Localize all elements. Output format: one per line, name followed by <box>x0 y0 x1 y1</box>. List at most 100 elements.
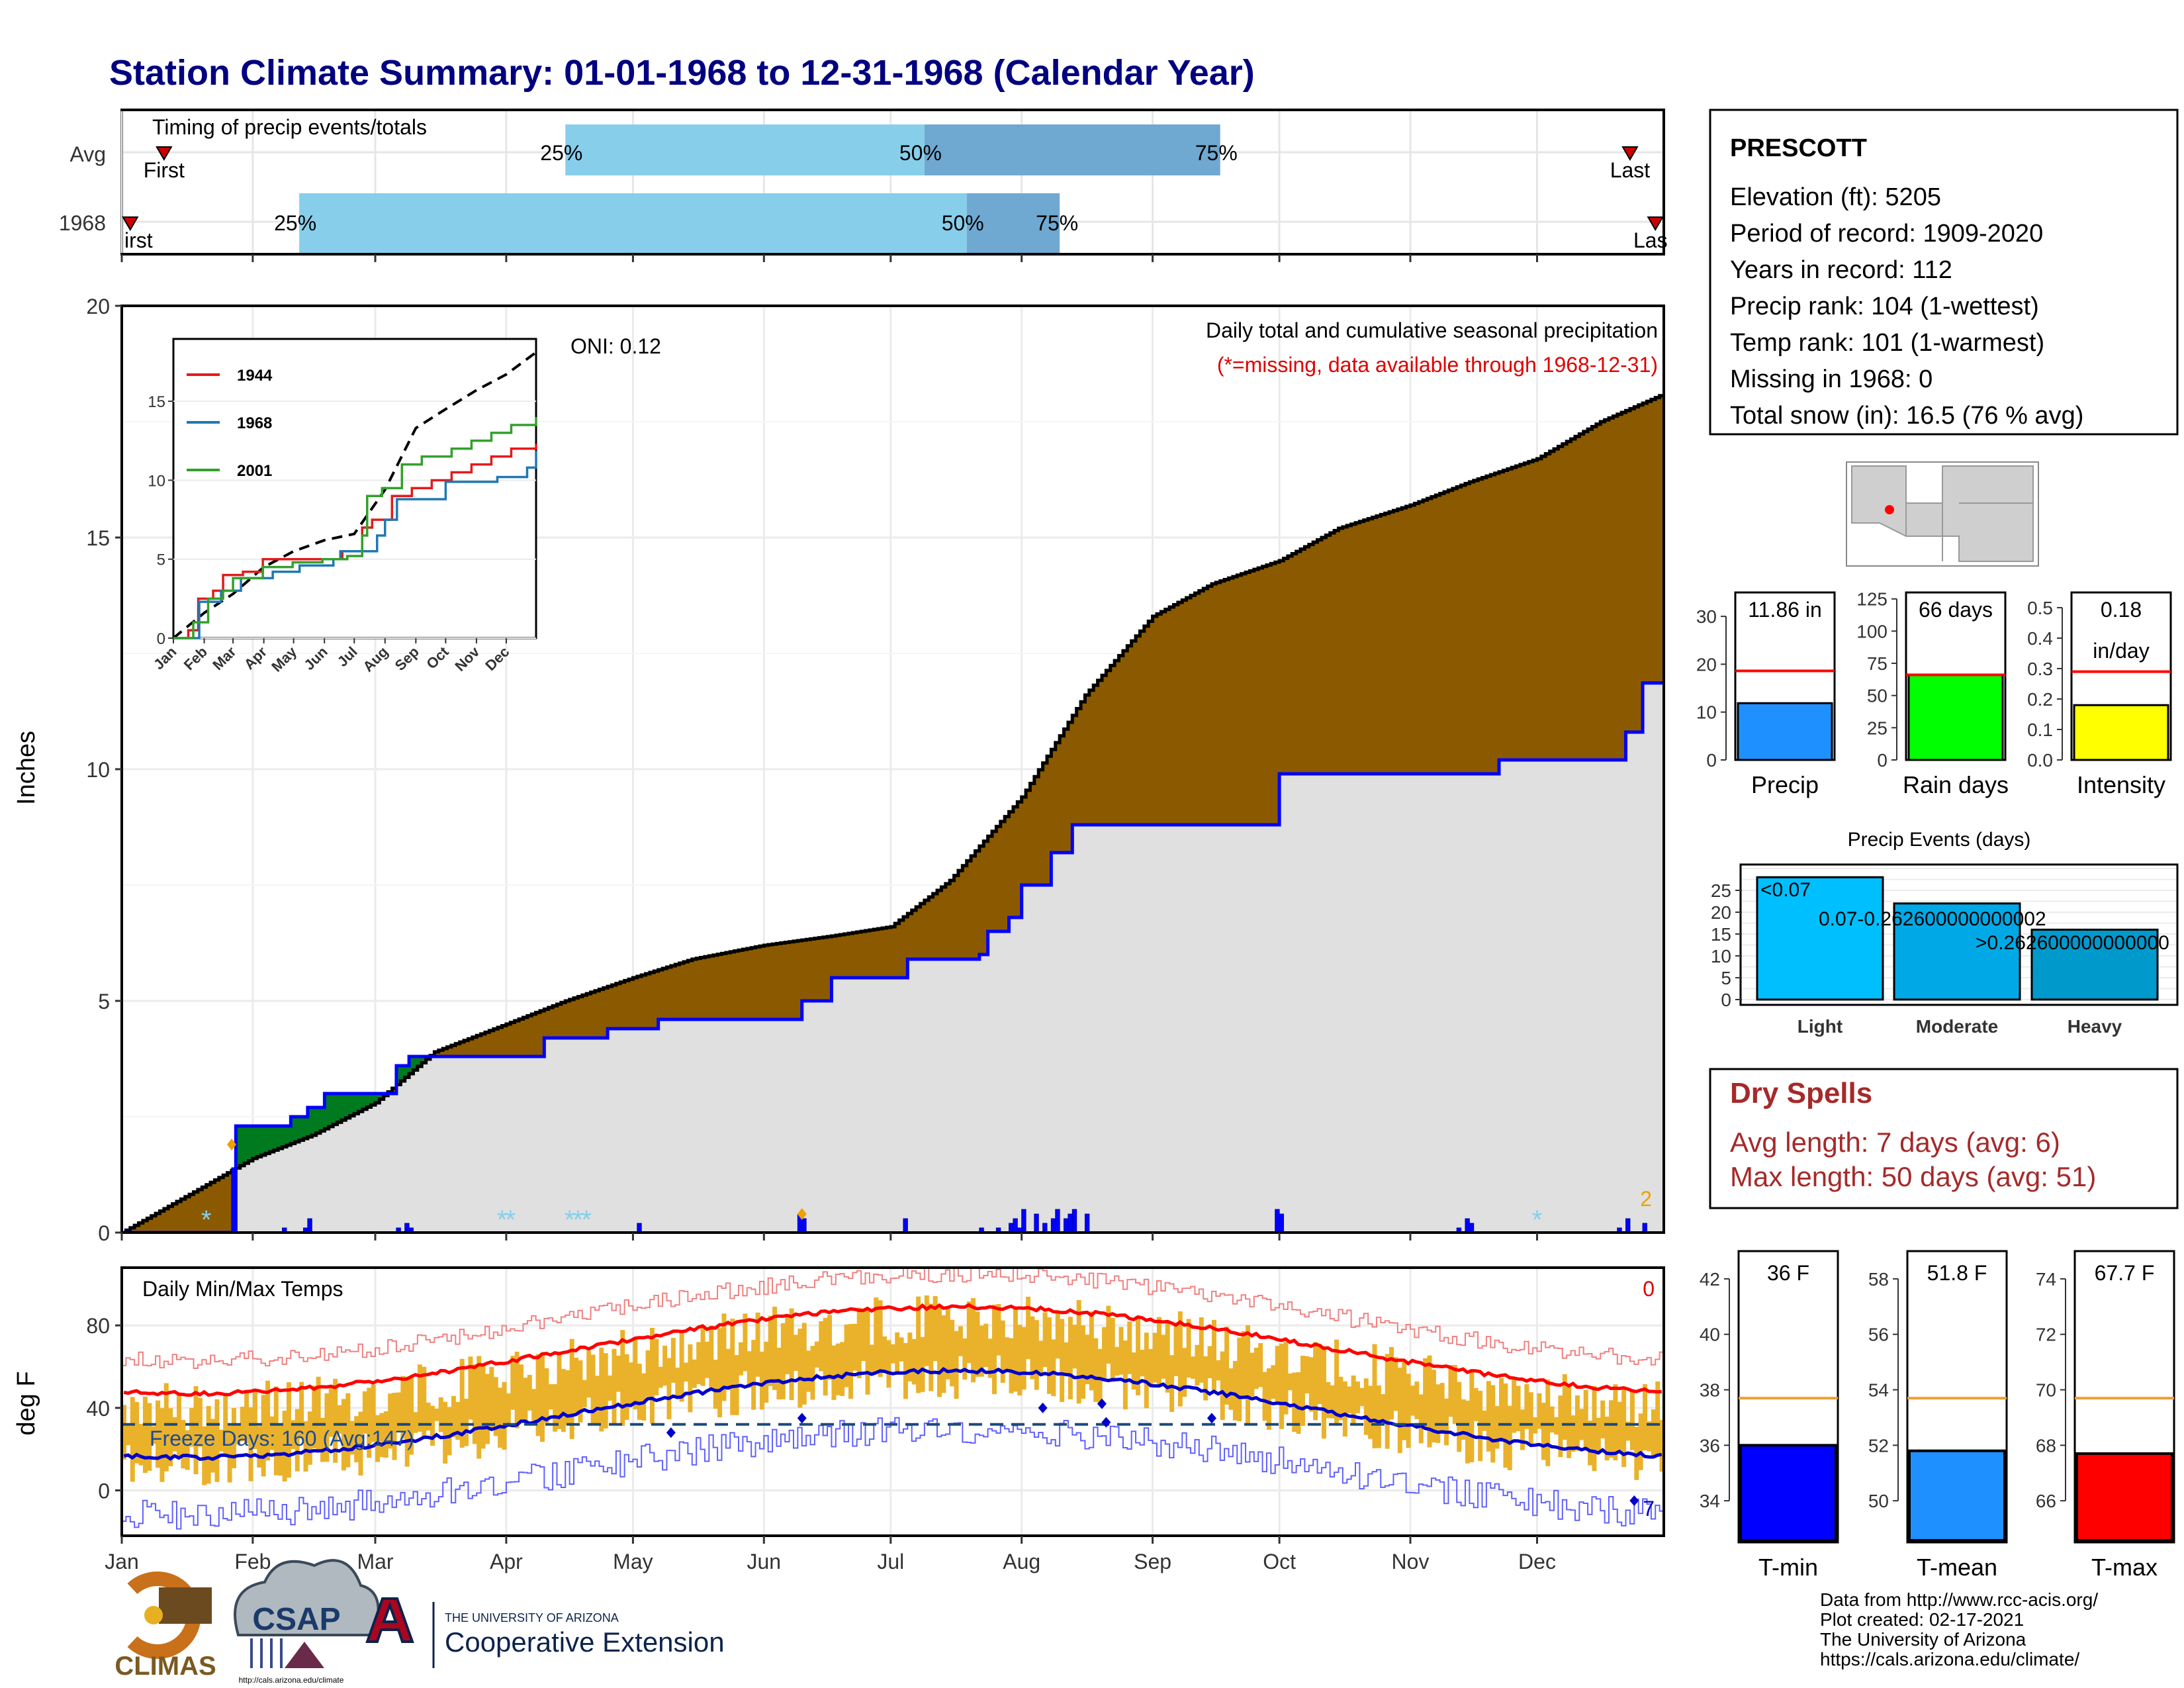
daily-temp-bar <box>514 1351 520 1429</box>
daily-temp-bar <box>780 1323 786 1399</box>
station-info-line: Temp rank: 101 (1-warmest) <box>1730 329 2044 357</box>
mini-bar-y-tick: 0.3 <box>2027 659 2053 679</box>
daily-temp-bar <box>937 1305 942 1397</box>
daily-precip-bar <box>1642 1223 1647 1233</box>
daily-precip-bar <box>1465 1218 1470 1233</box>
daily-temp-bar <box>793 1335 798 1371</box>
climas-text: CLIMAS <box>114 1652 216 1681</box>
daily-temp-bar <box>941 1315 946 1393</box>
daily-temp-bar <box>899 1337 904 1362</box>
daily-temp-bar <box>1482 1410 1487 1431</box>
daily-precip-bar <box>979 1227 984 1233</box>
daily-temp-bar <box>422 1366 427 1436</box>
temp-summary-label: T-mean <box>1917 1554 1997 1581</box>
daily-temp-bar <box>1567 1386 1572 1458</box>
temperature-panel: 0 40 80 Daily Min/Max Temps deg F Freeze D… <box>13 254 1665 1573</box>
mini-bar-value-unit: in/day <box>2093 639 2149 663</box>
daily-temp-bar <box>1465 1400 1470 1464</box>
daily-temp-bar <box>641 1373 647 1421</box>
daily-temp-bar <box>214 1399 220 1482</box>
daily-temp-bar <box>1250 1352 1255 1397</box>
daily-temp-bar <box>966 1301 972 1364</box>
station-info-line: Years in record: 112 <box>1730 256 1952 284</box>
daily-temp-bar <box>1634 1427 1639 1480</box>
daily-temp-bar <box>654 1338 659 1395</box>
mini-bar-y-tick: 50 <box>1867 686 1888 706</box>
daily-temp-bar <box>1609 1400 1614 1458</box>
daily-temp-bar <box>848 1324 853 1399</box>
daily-temp-bar <box>358 1411 363 1476</box>
daily-temp-bar <box>510 1356 516 1410</box>
daily-temp-bar <box>1516 1385 1521 1431</box>
daily-temp-bar <box>1338 1376 1343 1421</box>
mini-bar-label: Rain days <box>1903 771 2009 798</box>
daily-temp-bar <box>1118 1327 1124 1375</box>
daily-temp-bar <box>1262 1372 1267 1421</box>
temp-corner-top: 0 <box>1643 1277 1655 1301</box>
daily-temp-bar <box>840 1342 845 1396</box>
daily-temp-bar <box>1266 1368 1271 1430</box>
daily-temp-bar <box>176 1393 181 1458</box>
temp-record-marker <box>1206 1413 1216 1424</box>
daily-temp-bar <box>354 1416 359 1463</box>
daily-temp-bar <box>1528 1392 1533 1444</box>
daily-temp-bar <box>620 1330 625 1426</box>
1968-q25-label: 25% <box>274 211 316 235</box>
ua-line1: THE UNIVERSITY OF ARIZONA <box>445 1611 619 1624</box>
csap-text: CSAP <box>252 1602 340 1637</box>
daily-temp-bar <box>375 1415 380 1462</box>
temp-record-marker <box>666 1427 676 1438</box>
csap-logo: CSAP http://cals.arizona.edu/climate <box>234 1559 380 1685</box>
temp-summary-y-tick: 68 <box>2036 1435 2056 1456</box>
daily-temp-bar <box>633 1338 638 1410</box>
daily-temp-bar <box>557 1351 562 1429</box>
daily-temp-bar <box>248 1407 253 1481</box>
daily-temp-bar <box>1554 1417 1559 1435</box>
freeze-days-text: Freeze Days: 160 (Avg:147) <box>150 1427 414 1450</box>
oni-value: ONI: 0.12 <box>570 334 661 358</box>
daily-temp-bar <box>1127 1321 1132 1374</box>
daily-temp-bar <box>1093 1338 1099 1402</box>
observed-cumulative-area <box>122 682 1664 1233</box>
temp-record-marker <box>1097 1398 1107 1409</box>
snow-marker: * <box>497 1205 508 1235</box>
daily-temp-bar <box>810 1346 815 1400</box>
precip-y-tick: 0 <box>98 1221 110 1245</box>
avg-q50-label: 50% <box>899 141 942 165</box>
daily-temp-bar <box>147 1403 152 1471</box>
temp-summary-label: T-max <box>2091 1554 2158 1581</box>
daily-temp-bar <box>629 1362 634 1405</box>
avg-timing-bar-q50-q75 <box>924 124 1220 175</box>
daily-temp-bar <box>244 1390 250 1444</box>
daily-temp-bar <box>806 1350 811 1392</box>
mini-bar-y-tick: 10 <box>1696 702 1717 723</box>
station-name: PRESCOTT <box>1730 134 1867 162</box>
daily-precip-bar <box>1279 1213 1284 1233</box>
daily-temp-bar <box>1347 1386 1352 1413</box>
daily-temp-bar <box>307 1411 312 1465</box>
daily-temp-bar <box>1122 1340 1128 1410</box>
daily-precip-bar <box>1021 1209 1026 1233</box>
daily-temp-bar <box>1592 1385 1597 1472</box>
temp-record-marker <box>1038 1402 1048 1413</box>
temp-summary-label: T-min <box>1758 1554 1818 1581</box>
1968-q50-label: 50% <box>942 211 984 235</box>
daily-temp-bar <box>1381 1394 1386 1423</box>
daily-temp-bar <box>1410 1385 1415 1416</box>
daily-temp-bar <box>236 1423 241 1445</box>
daily-temp-bar <box>730 1319 735 1415</box>
precip-y-tick: 20 <box>86 295 110 318</box>
inset-series-1968 <box>173 451 537 639</box>
daily-temp-bar <box>823 1317 828 1396</box>
month-label: Apr <box>490 1550 523 1573</box>
daily-temp-bar <box>1195 1344 1200 1386</box>
daily-temp-bar <box>743 1313 748 1372</box>
daily-temp-bar <box>265 1380 271 1461</box>
daily-precip-bar <box>282 1227 287 1233</box>
timing-panel: Timing of precip events/totals Avg 1968 … <box>59 109 1668 256</box>
daily-temp-bar <box>396 1392 401 1432</box>
daily-temp-bar <box>1638 1413 1643 1470</box>
daily-temp-bar <box>333 1378 338 1463</box>
daily-temp-bar <box>950 1319 955 1387</box>
